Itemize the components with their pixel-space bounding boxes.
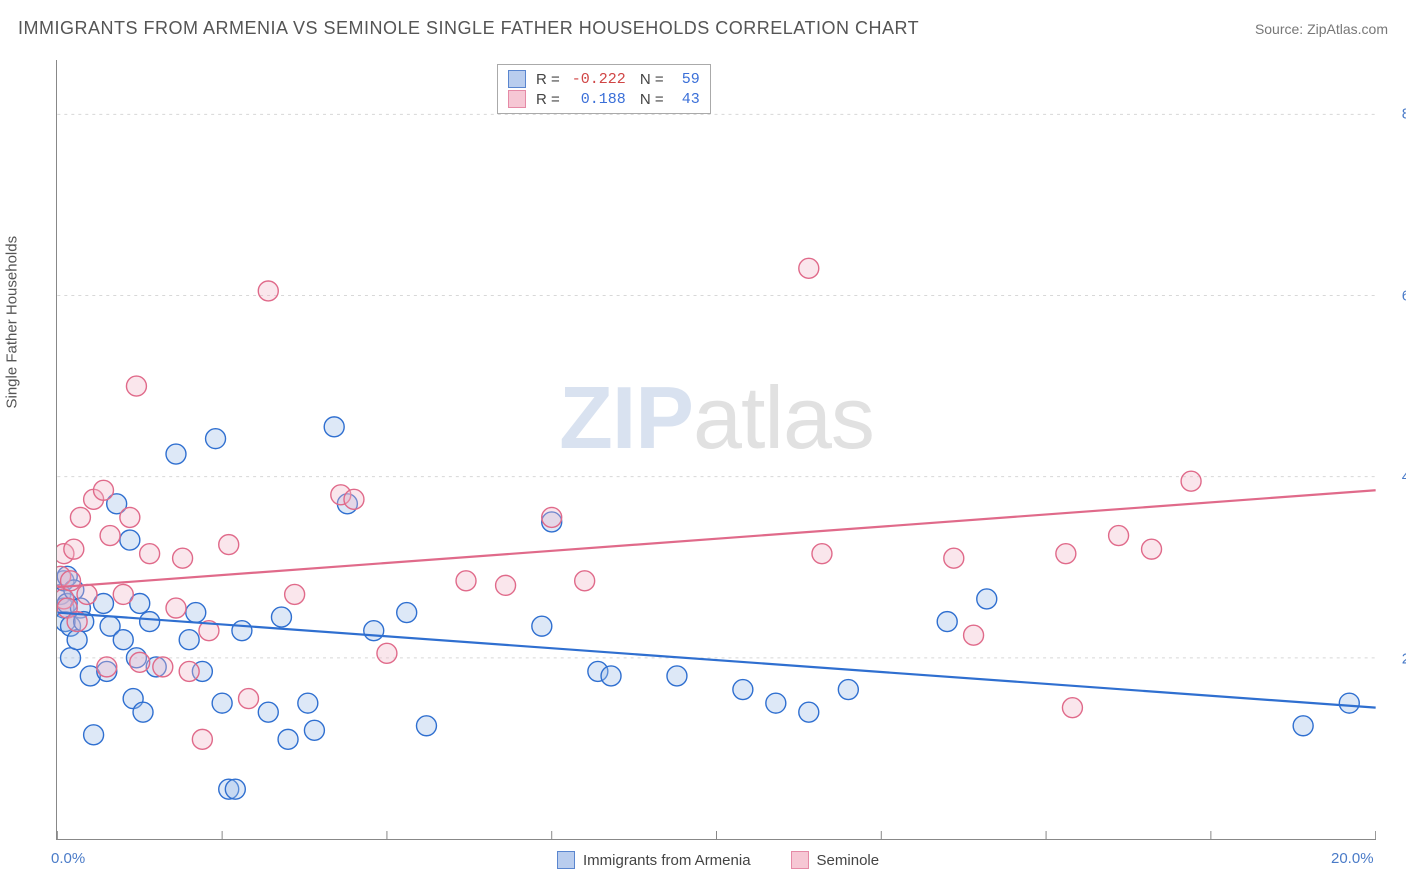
- source-label: Source: ZipAtlas.com: [1255, 21, 1388, 37]
- n-value-0: 59: [674, 71, 700, 88]
- y-tick-label: 8.0%: [1402, 106, 1406, 123]
- plot-area: ZIPatlas R = -0.222 N = 59 R = 0.188 N =…: [56, 60, 1376, 840]
- legend-label-1: Seminole: [817, 852, 880, 869]
- r-label: R =: [536, 91, 560, 108]
- legend-item-0: Immigrants from Armenia: [557, 851, 751, 869]
- legend-swatch-1: [791, 851, 809, 869]
- legend-item-1: Seminole: [791, 851, 880, 869]
- title-bar: IMMIGRANTS FROM ARMENIA VS SEMINOLE SING…: [18, 18, 1388, 39]
- n-value-1: 43: [674, 91, 700, 108]
- r-label: R =: [536, 71, 560, 88]
- stats-legend-box: R = -0.222 N = 59 R = 0.188 N = 43: [497, 64, 711, 114]
- legend-swatch-0: [557, 851, 575, 869]
- bottom-legend: Immigrants from Armenia Seminole: [557, 851, 879, 869]
- n-label: N =: [636, 71, 664, 88]
- chart-title: IMMIGRANTS FROM ARMENIA VS SEMINOLE SING…: [18, 18, 919, 39]
- y-tick-label: 6.0%: [1402, 287, 1406, 304]
- stats-row-0: R = -0.222 N = 59: [508, 69, 700, 89]
- r-value-0: -0.222: [570, 71, 626, 88]
- scatter-svg: [57, 60, 1376, 839]
- chart-container: IMMIGRANTS FROM ARMENIA VS SEMINOLE SING…: [0, 0, 1406, 892]
- y-tick-label: 2.0%: [1402, 650, 1406, 667]
- swatch-series-1: [508, 90, 526, 108]
- legend-label-0: Immigrants from Armenia: [583, 852, 751, 869]
- n-label: N =: [636, 91, 664, 108]
- swatch-series-0: [508, 70, 526, 88]
- stats-row-1: R = 0.188 N = 43: [508, 89, 700, 109]
- y-axis-label: Single Father Households: [4, 236, 21, 409]
- y-tick-label: 4.0%: [1402, 469, 1406, 486]
- r-value-1: 0.188: [570, 91, 626, 108]
- x-tick-label: 0.0%: [51, 850, 85, 867]
- x-tick-label: 20.0%: [1331, 850, 1374, 867]
